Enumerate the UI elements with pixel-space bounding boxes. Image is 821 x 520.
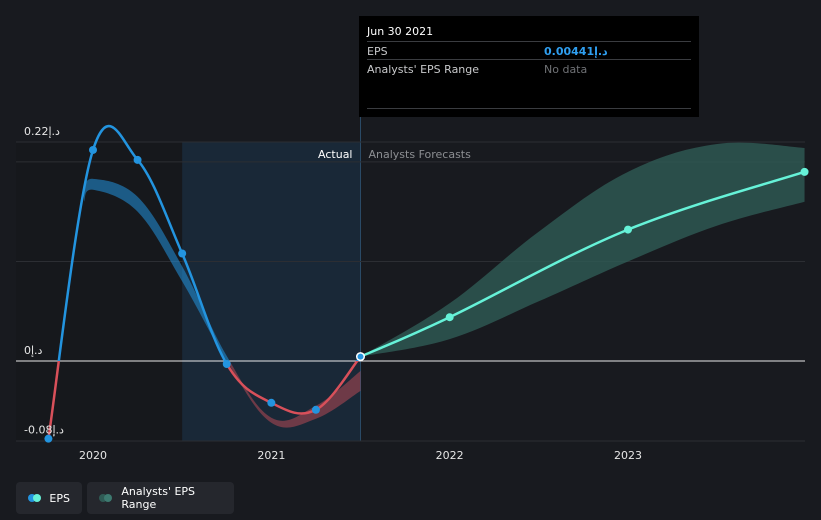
tooltip-range-label: Analysts' EPS Range — [367, 63, 480, 76]
eps-point-current — [357, 353, 364, 360]
actual-region-label: Actual — [318, 148, 352, 161]
y-tick-label: 0د.إ — [24, 344, 43, 357]
x-tick-label: 2020 — [79, 449, 107, 462]
eps-point — [222, 359, 231, 368]
eps-point — [267, 398, 276, 407]
forecast-line — [359, 170, 805, 358]
forecast-point — [624, 225, 632, 234]
eps-point — [44, 434, 53, 443]
y-tick-label: -0.08د.إ — [24, 424, 64, 437]
tooltip-eps-label: EPS — [367, 45, 388, 58]
legend-eps-button[interactable]: EPS — [16, 482, 82, 514]
tooltip-date: Jun 30 2021 — [367, 25, 434, 38]
eps-point — [133, 155, 142, 164]
legend-range-label: Analysts' EPS Range — [121, 485, 196, 511]
tooltip-eps-row: EPS 0.00441د.إ — [367, 41, 691, 60]
tooltip-divider — [367, 108, 691, 109]
eps-point — [89, 145, 97, 154]
y-tick-label: 0.22د.إ — [24, 125, 60, 138]
forecast-point — [445, 313, 454, 322]
historic-estimate-band-negative — [226, 361, 361, 428]
actual-highlight-region — [182, 142, 361, 441]
tooltip-range-value: No data — [544, 63, 588, 76]
legend-eps-label: EPS — [49, 491, 70, 505]
eps-point — [178, 249, 187, 258]
x-tick-label: 2023 — [614, 449, 642, 462]
range-legend-icon — [99, 494, 113, 502]
past-region — [16, 142, 183, 441]
forecast-region-label: Analysts Forecasts — [369, 148, 472, 161]
tooltip-range-row: Analysts' EPS Range No data — [367, 59, 691, 78]
x-tick-label: 2022 — [436, 449, 464, 462]
legend-range-button[interactable]: Analysts' EPS Range — [87, 482, 234, 514]
eps-line-negative — [47, 361, 359, 439]
eps-point — [311, 405, 320, 414]
x-tick-label: 2021 — [257, 449, 285, 462]
eps-legend-icon — [28, 494, 41, 502]
forecast-point — [800, 167, 809, 176]
tooltip: Jun 30 2021 EPS 0.00441د.إ Analysts' EPS… — [359, 16, 699, 117]
tooltip-eps-value: 0.00441د.إ — [544, 45, 608, 58]
